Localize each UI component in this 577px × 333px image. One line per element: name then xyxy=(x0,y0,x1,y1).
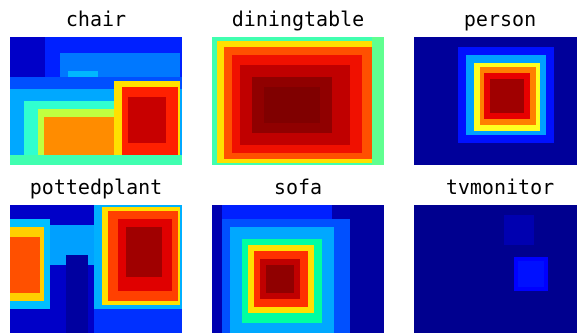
panel-label-sofa: sofa xyxy=(273,175,323,199)
heatmap-diningtable xyxy=(212,37,384,165)
heatmap-tvmonitor xyxy=(414,205,577,333)
panel-label-pottedplant: pottedplant xyxy=(29,175,163,199)
panel-label-chair: chair xyxy=(65,7,127,31)
panel-label-person: person xyxy=(463,7,537,31)
heatmap-sofa xyxy=(212,205,384,333)
panel-label-tvmonitor: tvmonitor xyxy=(445,175,555,199)
heatmap-pottedplant xyxy=(10,205,182,333)
heatmap-chair xyxy=(10,37,182,165)
heatmap-person xyxy=(414,37,577,165)
panel-label-diningtable: diningtable xyxy=(231,7,365,31)
